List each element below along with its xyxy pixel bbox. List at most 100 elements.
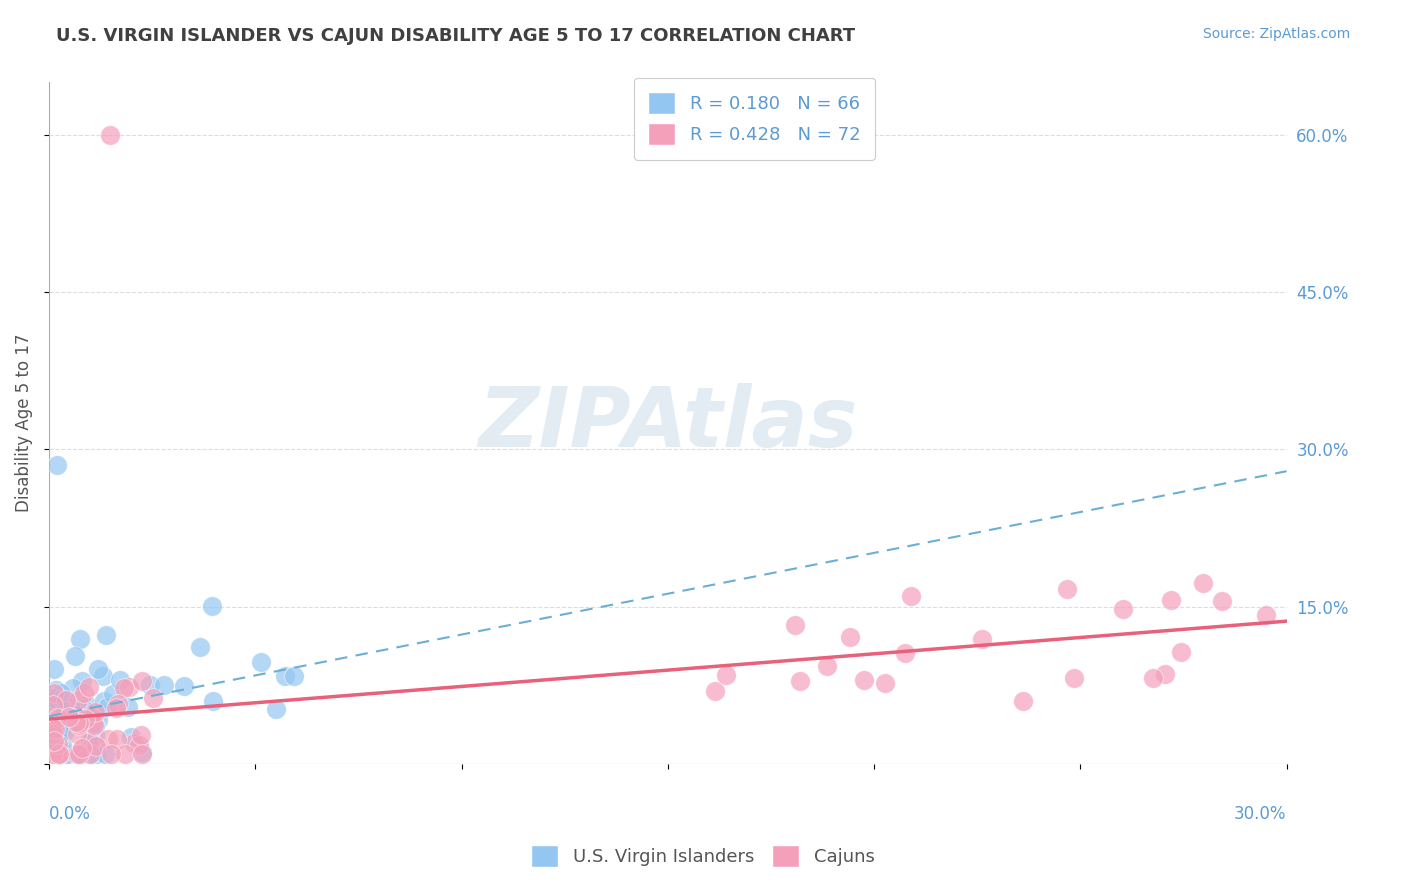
Point [69, 632, 91, 647]
Point [53, 723, 76, 738]
Point [1011, 694, 1033, 708]
Point [79, 734, 101, 748]
Point [1056, 582, 1078, 596]
Point [58, 714, 80, 729]
Point [173, 679, 195, 693]
Point [67, 747, 90, 761]
Point [87, 662, 110, 676]
Point [70, 673, 93, 688]
Point [108, 673, 131, 687]
Point [66, 727, 89, 741]
Point [49, 747, 72, 761]
Point [97, 732, 120, 747]
Point [112, 681, 135, 695]
Point [42, 694, 65, 708]
Point [62, 681, 84, 695]
Point [63, 707, 86, 722]
Point [42, 732, 65, 747]
Point [84, 719, 107, 733]
Point [1191, 576, 1213, 591]
Point [62, 711, 84, 725]
Point [44, 728, 66, 742]
Legend: R = 0.180   N = 66, R = 0.428   N = 72: R = 0.180 N = 66, R = 0.428 N = 72 [634, 78, 875, 160]
Point [73, 712, 96, 726]
Point [55, 693, 77, 707]
Point [105, 731, 128, 746]
Point [107, 698, 129, 712]
Point [105, 700, 128, 714]
Point [98, 128, 121, 142]
Point [42, 724, 65, 739]
Point [58, 709, 80, 723]
Point [970, 632, 993, 647]
Point [51, 739, 73, 753]
Point [67, 718, 90, 732]
Text: ZIPAtlas: ZIPAtlas [478, 383, 858, 464]
Point [80, 747, 103, 761]
Point [73, 702, 96, 716]
Point [45, 747, 67, 761]
Point [83, 728, 105, 742]
Point [49, 686, 72, 700]
Point [42, 726, 65, 740]
Point [42, 723, 65, 738]
Point [283, 669, 305, 683]
Point [249, 656, 271, 670]
Point [42, 731, 65, 746]
Point [131, 745, 153, 759]
Point [82, 710, 104, 724]
Point [128, 738, 150, 752]
Point [67, 747, 90, 761]
Point [1112, 602, 1135, 616]
Point [42, 734, 65, 748]
Point [122, 735, 145, 749]
Point [76, 698, 98, 712]
Point [190, 640, 212, 655]
Point [79, 747, 101, 761]
Text: 30.0%: 30.0% [1234, 805, 1286, 823]
Point [46, 458, 69, 473]
Point [129, 728, 152, 742]
Point [67, 715, 90, 730]
Point [45, 745, 67, 759]
Point [44, 741, 66, 756]
Point [56, 747, 79, 761]
Point [875, 675, 897, 690]
Point [52, 719, 75, 733]
Point [42, 747, 65, 761]
Point [44, 739, 66, 754]
Point [48, 747, 70, 761]
Point [86, 739, 108, 753]
Point [96, 700, 118, 714]
Point [1254, 607, 1277, 622]
Point [1160, 592, 1182, 607]
Point [42, 731, 65, 746]
Point [55, 705, 77, 719]
Point [46, 737, 69, 751]
Point [63, 648, 86, 663]
Point [42, 721, 65, 735]
Point [83, 706, 105, 720]
Point [53, 747, 76, 761]
Point [100, 747, 122, 761]
Point [101, 687, 124, 701]
Point [48, 711, 70, 725]
Point [139, 678, 162, 692]
Text: 0.0%: 0.0% [49, 805, 91, 823]
Point [704, 683, 727, 698]
Point [142, 691, 165, 706]
Point [1170, 645, 1192, 659]
Point [49, 695, 72, 709]
Point [815, 658, 838, 673]
Point [62, 704, 84, 718]
Point [83, 718, 105, 732]
Point [42, 721, 65, 735]
Point [79, 732, 101, 747]
Point [118, 680, 141, 694]
Point [91, 669, 114, 683]
Point [66, 747, 89, 761]
Y-axis label: Disability Age 5 to 17: Disability Age 5 to 17 [15, 334, 32, 513]
Point [45, 683, 67, 698]
Point [86, 713, 108, 727]
Point [44, 722, 66, 736]
